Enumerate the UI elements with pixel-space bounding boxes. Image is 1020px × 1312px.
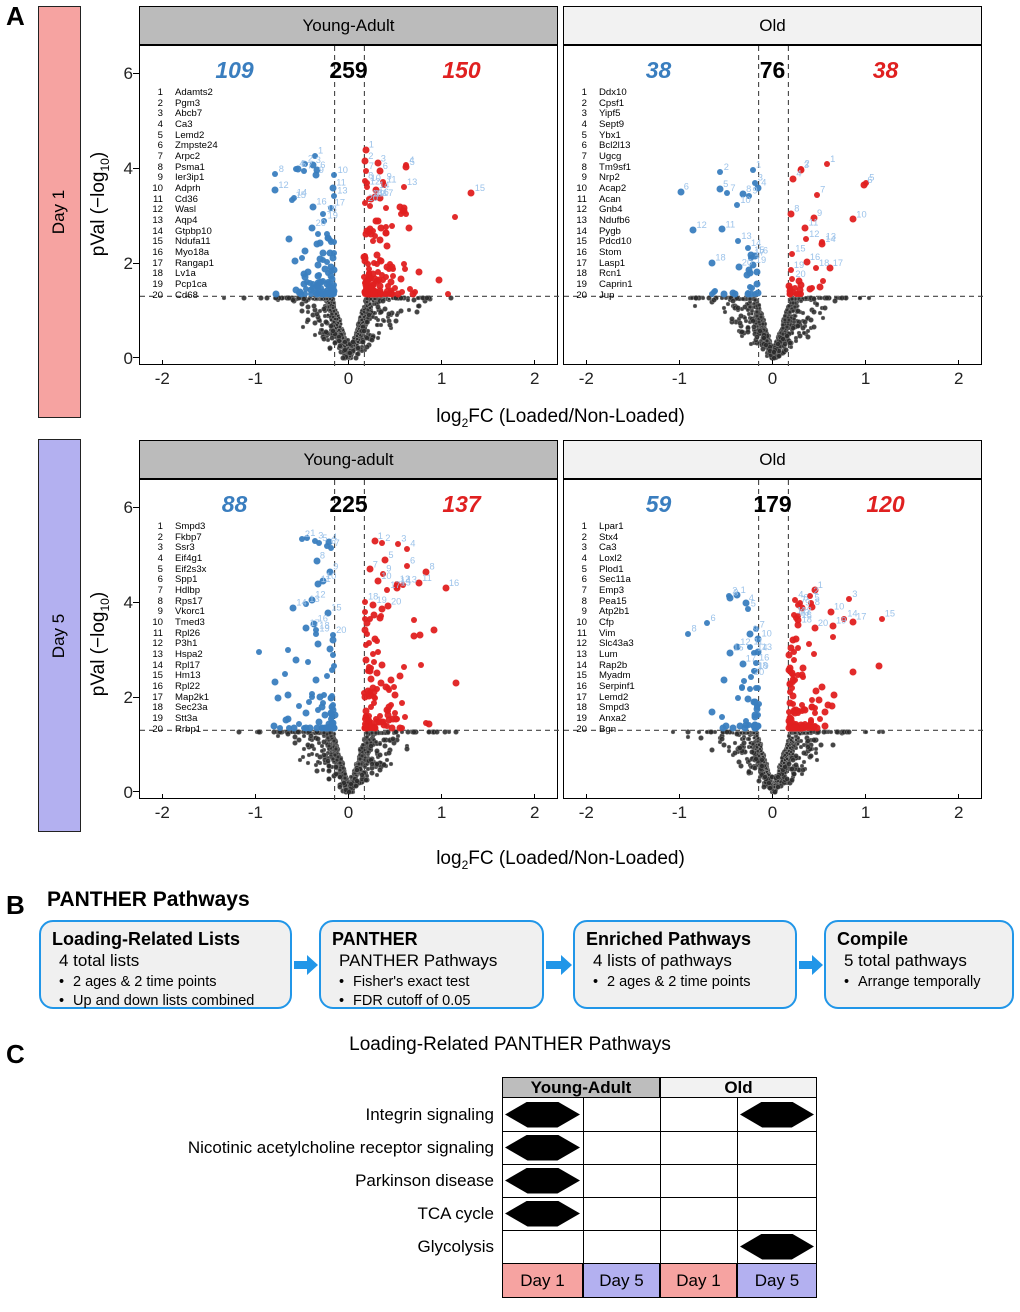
svg-text:18: 18	[715, 253, 725, 263]
svg-text:20: 20	[742, 257, 752, 267]
svg-text:1: 1	[318, 145, 323, 155]
svg-text:10: 10	[856, 209, 866, 219]
svg-text:7: 7	[307, 161, 312, 171]
svg-text:13: 13	[407, 177, 417, 187]
svg-text:10: 10	[740, 195, 750, 205]
svg-text:4: 4	[410, 539, 415, 549]
svg-text:17: 17	[310, 618, 320, 628]
svg-text:11: 11	[809, 217, 819, 227]
svg-text:13: 13	[309, 594, 319, 604]
svg-text:1: 1	[830, 154, 835, 164]
svg-text:20: 20	[391, 596, 401, 606]
svg-text:5: 5	[388, 550, 393, 560]
svg-text:14: 14	[825, 234, 835, 244]
svg-text:8: 8	[746, 184, 751, 194]
svg-text:14: 14	[379, 180, 389, 190]
svg-text:7: 7	[730, 183, 735, 193]
svg-text:6: 6	[684, 182, 689, 192]
svg-text:11: 11	[726, 219, 736, 229]
svg-text:19: 19	[375, 189, 385, 199]
svg-text:9: 9	[753, 185, 758, 195]
svg-text:4: 4	[796, 169, 801, 179]
svg-text:1: 1	[310, 528, 315, 538]
svg-text:8: 8	[430, 562, 435, 572]
svg-text:12: 12	[697, 220, 707, 230]
svg-text:15: 15	[296, 190, 306, 200]
svg-text:14: 14	[296, 598, 306, 608]
svg-text:3: 3	[401, 533, 406, 543]
svg-text:20: 20	[336, 625, 346, 635]
svg-text:8: 8	[368, 170, 373, 180]
svg-text:1: 1	[369, 139, 374, 149]
svg-text:1: 1	[756, 160, 761, 170]
svg-text:2: 2	[805, 159, 810, 169]
svg-text:2: 2	[305, 529, 310, 539]
svg-text:10: 10	[326, 571, 336, 581]
svg-text:16: 16	[449, 578, 459, 588]
svg-text:20: 20	[316, 218, 326, 228]
svg-text:5: 5	[723, 179, 728, 189]
svg-text:12: 12	[809, 229, 819, 239]
svg-text:9: 9	[333, 561, 338, 571]
svg-text:17: 17	[335, 197, 345, 207]
svg-text:6: 6	[410, 556, 415, 566]
svg-text:19: 19	[328, 211, 338, 221]
svg-text:8: 8	[279, 164, 284, 174]
svg-text:5: 5	[301, 159, 306, 169]
svg-text:19: 19	[377, 595, 387, 605]
svg-text:2: 2	[368, 151, 373, 161]
svg-text:7: 7	[820, 184, 825, 194]
svg-text:10: 10	[338, 165, 348, 175]
svg-text:16: 16	[316, 196, 326, 206]
svg-text:4: 4	[332, 532, 337, 542]
svg-text:7: 7	[373, 559, 378, 569]
svg-text:3: 3	[316, 155, 321, 165]
svg-text:8: 8	[320, 551, 325, 561]
svg-text:20: 20	[795, 269, 805, 279]
svg-text:15: 15	[331, 603, 341, 613]
svg-text:1: 1	[378, 531, 383, 541]
svg-text:2: 2	[724, 162, 729, 172]
svg-text:5: 5	[869, 172, 874, 182]
svg-text:18: 18	[819, 258, 829, 268]
svg-text:15: 15	[795, 244, 805, 254]
svg-text:12: 12	[400, 574, 410, 584]
svg-text:17: 17	[833, 258, 843, 268]
svg-text:17: 17	[754, 248, 764, 258]
svg-text:9: 9	[386, 564, 391, 574]
svg-text:14: 14	[751, 238, 761, 248]
svg-text:6: 6	[383, 161, 388, 171]
svg-text:11: 11	[422, 573, 432, 583]
svg-text:8: 8	[794, 204, 799, 214]
svg-text:13: 13	[337, 186, 347, 196]
svg-text:15: 15	[475, 183, 485, 193]
svg-text:3: 3	[318, 531, 323, 541]
svg-text:5: 5	[410, 157, 415, 167]
svg-text:7: 7	[369, 161, 374, 171]
svg-text:9: 9	[319, 165, 324, 175]
svg-text:2: 2	[385, 533, 390, 543]
svg-text:12: 12	[278, 180, 288, 190]
svg-text:4: 4	[761, 178, 766, 188]
